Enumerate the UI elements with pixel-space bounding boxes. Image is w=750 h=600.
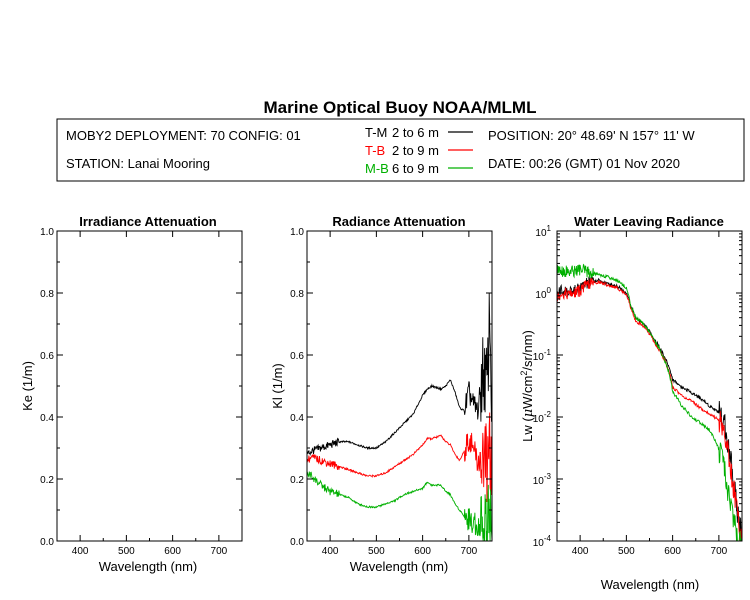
radiance-x-axis-label: Wavelength (nm)	[350, 559, 449, 574]
water-leaving-y-axis-label: Lw (μW/cm2/sr/nm)	[519, 330, 536, 442]
water-leaving-panel-title: Water Leaving Radiance	[574, 214, 724, 229]
water-leaving-y-tick-label-1e0: 100	[535, 286, 551, 301]
radiance-y-tick-label-1.0: 1.0	[290, 227, 304, 238]
water-leaving-y-tick-label-1e-1: 10-1	[533, 348, 552, 363]
water-leaving-radiance-panel: Water Leaving Radiance Wavelength (nm) L…	[519, 214, 743, 592]
water-leaving-x-axis-label: Wavelength (nm)	[601, 577, 700, 592]
radiance-plot-frame	[306, 230, 493, 542]
radiance-x-tick-label-600: 600	[414, 546, 431, 557]
irradiance-attenuation-panel: Irradiance Attenuation Wavelength (nm) K…	[20, 214, 243, 574]
header-border	[56, 118, 745, 182]
radiance-panel-title: Radiance Attenuation	[332, 214, 465, 229]
water-leaving-x-tick-label-600: 600	[664, 546, 681, 557]
water-leaving-y-tick-label-1e1: 101	[535, 224, 551, 239]
radiance-axes: 400 500 600 700 0.0 0.2 0.4 0.6 0.8 1.0	[290, 227, 493, 557]
radiance-series-t-b	[306, 412, 493, 503]
station-text: STATION: Lanai Mooring	[66, 156, 210, 171]
water-leaving-x-tick-label-400: 400	[572, 546, 589, 557]
legend-code-t-b: T-B	[365, 143, 385, 158]
water-leaving-y-tick-label-1e-4: 10-4	[533, 534, 552, 549]
header-box: MOBY2 DEPLOYMENT: 70 CONFIG: 01 STATION:…	[56, 118, 745, 182]
radiance-y-tick-label-0.6: 0.6	[290, 351, 304, 362]
water-leaving-x-tick-label-700: 700	[711, 546, 728, 557]
legend-range-m-b: 6 to 9 m	[392, 161, 439, 176]
water-leaving-series-t-b	[556, 278, 743, 542]
legend-range-t-m: 2 to 6 m	[392, 125, 439, 140]
irradiance-x-axis-label: Wavelength (nm)	[99, 559, 198, 574]
water-leaving-x-tick-label-500: 500	[618, 546, 635, 557]
radiance-y-axis-label: Kl (1/m)	[270, 363, 285, 409]
water-leaving-y-tick-label-1e-3: 10-3	[533, 472, 552, 487]
irradiance-y-tick-label-0.2: 0.2	[40, 475, 54, 486]
date-text: DATE: 00:26 (GMT) 01 Nov 2020	[488, 156, 680, 171]
figure-title: Marine Optical Buoy NOAA/MLML	[264, 98, 537, 117]
lw-label-unit: W/cm	[520, 376, 535, 409]
radiance-attenuation-panel: Radiance Attenuation Wavelength (nm) Kl …	[270, 214, 493, 574]
position-text: POSITION: 20° 48.69' N 157° 11' W	[488, 128, 695, 143]
water-leaving-series-m-b	[556, 263, 742, 542]
lw-label-tail: /sr/nm)	[520, 330, 535, 370]
legend-range-t-b: 2 to 9 m	[392, 143, 439, 158]
radiance-y-tick-label-0.0: 0.0	[290, 537, 304, 548]
irradiance-x-tick-label-600: 600	[164, 546, 181, 557]
irradiance-y-tick-label-0.8: 0.8	[40, 289, 54, 300]
radiance-series-m-b	[306, 471, 493, 542]
water-leaving-series-t-m	[556, 275, 743, 538]
irradiance-x-tick-label-500: 500	[118, 546, 135, 557]
legend-code-m-b: M-B	[365, 161, 389, 176]
radiance-y-tick-label-0.8: 0.8	[290, 289, 304, 300]
radiance-x-tick-label-400: 400	[322, 546, 339, 557]
radiance-x-tick-label-700: 700	[461, 546, 478, 557]
irradiance-axes: 400 500 600 700 0.0 0.2 0.4 0.6 0.8 1.0	[40, 227, 243, 557]
irradiance-plot-frame	[56, 230, 243, 542]
water-leaving-y-tick-label-1e-2: 10-2	[533, 410, 552, 425]
deployment-text: MOBY2 DEPLOYMENT: 70 CONFIG: 01	[66, 128, 301, 143]
irradiance-y-axis-label: Ke (1/m)	[20, 361, 35, 411]
irradiance-y-tick-label-0.0: 0.0	[40, 537, 54, 548]
water-leaving-plot-frame	[556, 230, 743, 542]
radiance-x-tick-label-500: 500	[368, 546, 385, 557]
irradiance-y-tick-label-1.0: 1.0	[40, 227, 54, 238]
irradiance-x-tick-label-400: 400	[72, 546, 89, 557]
irradiance-panel-title: Irradiance Attenuation	[79, 214, 217, 229]
lw-label-main: Lw (	[520, 417, 535, 442]
water-leaving-series-group	[556, 263, 743, 542]
radiance-series-t-m	[306, 292, 493, 456]
lw-label-mu: μ	[521, 409, 536, 417]
irradiance-y-tick-label-0.4: 0.4	[40, 413, 54, 424]
radiance-y-tick-label-0.4: 0.4	[290, 413, 304, 424]
legend: T-M 2 to 6 m T-B 2 to 9 m M-B 6 to 9 m	[365, 125, 473, 176]
water-leaving-axes: 400 500 600 700 10-4 10-3 10-2 10-1 100 101	[533, 224, 743, 557]
radiance-series-group	[306, 292, 493, 542]
lw-label-superscript: 2	[519, 371, 529, 376]
irradiance-x-tick-label-700: 700	[211, 546, 228, 557]
legend-code-t-m: T-M	[365, 125, 387, 140]
irradiance-y-tick-label-0.6: 0.6	[40, 351, 54, 362]
radiance-y-tick-label-0.2: 0.2	[290, 475, 304, 486]
